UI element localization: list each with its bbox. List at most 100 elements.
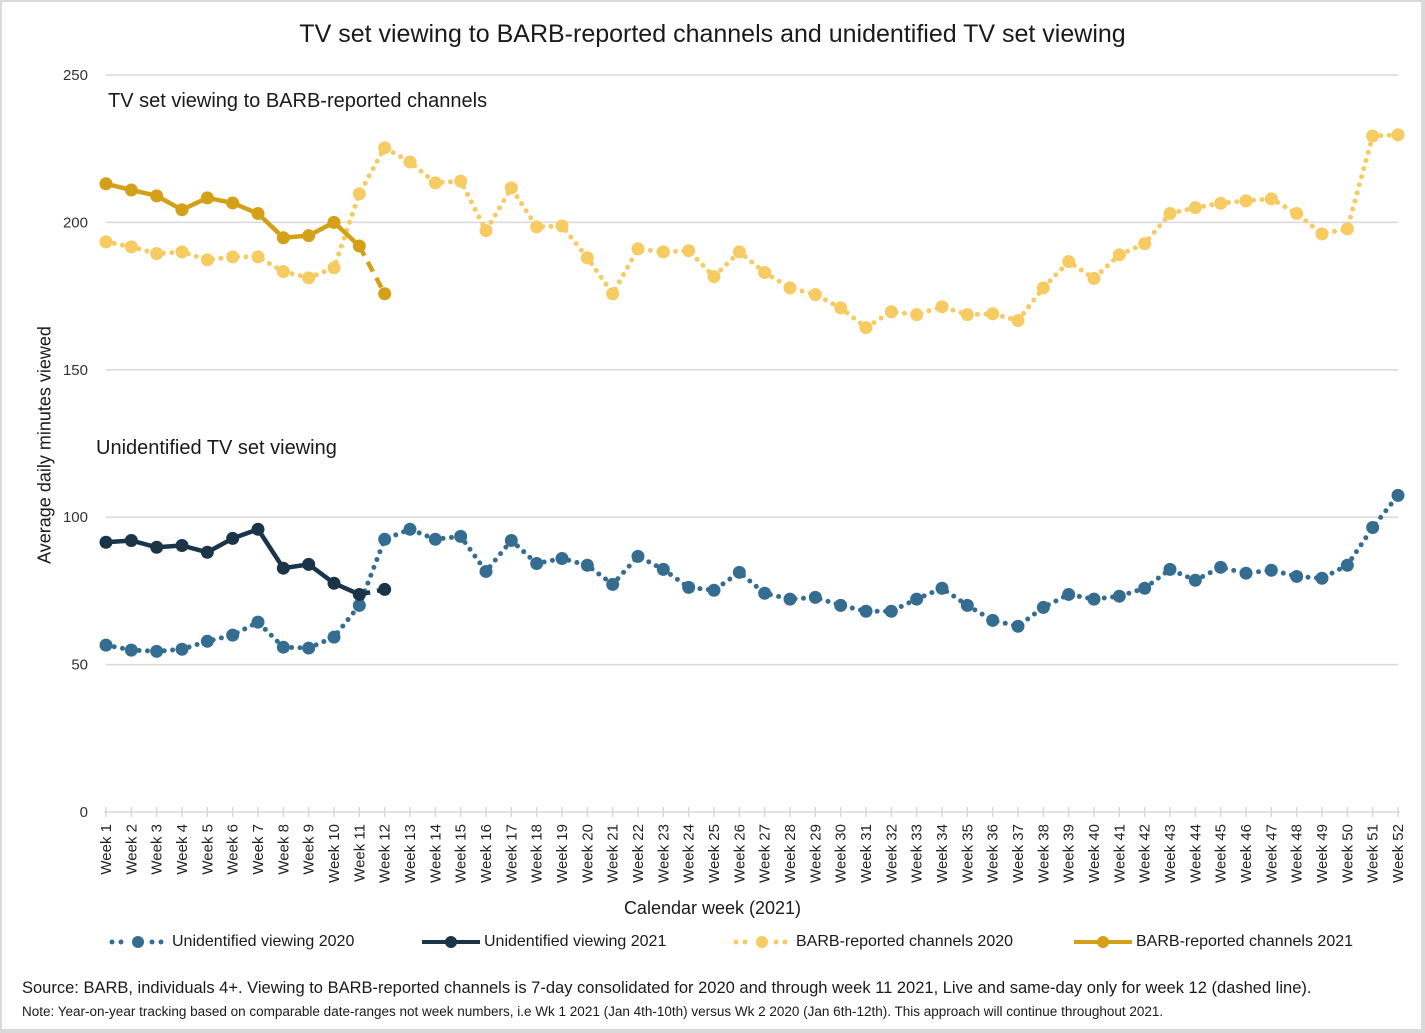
data-point — [150, 540, 164, 554]
data-point — [378, 532, 392, 546]
data-point — [910, 592, 924, 606]
data-point — [276, 265, 290, 279]
data-point — [276, 561, 290, 575]
data-point — [150, 644, 164, 658]
x-tick-label: Week 28 — [782, 824, 799, 883]
x-tick-label: Week 2 — [123, 824, 140, 875]
y-tick-label: 0 — [80, 804, 88, 821]
data-point — [859, 321, 873, 335]
series-barb-reported-channels-2020 — [99, 128, 1405, 335]
x-tick-label: Week 50 — [1339, 824, 1356, 883]
x-tick-label: Week 33 — [909, 824, 926, 883]
x-tick-label: Week 30 — [833, 824, 850, 883]
y-tick-labels: 0 50 100 150 200 250 — [63, 67, 88, 821]
data-point — [555, 219, 569, 233]
data-point — [150, 247, 164, 261]
legend-item-barb-2020[interactable]: BARB-reported channels 2020 — [730, 932, 1013, 952]
series-line-dashed — [357, 244, 387, 295]
data-point — [428, 532, 442, 546]
data-point — [1138, 581, 1152, 595]
data-point — [175, 203, 189, 217]
x-tick-label: Week 6 — [225, 824, 242, 875]
x-tick-label: Week 15 — [453, 824, 470, 883]
x-tick-label: Week 26 — [731, 824, 748, 883]
data-point — [302, 557, 316, 571]
data-point — [682, 580, 696, 594]
data-point — [352, 587, 366, 601]
data-point — [251, 207, 265, 221]
data-point — [1138, 237, 1152, 251]
x-tick-label: Week 39 — [1061, 824, 1078, 883]
data-point — [935, 300, 949, 314]
data-point — [732, 565, 746, 579]
data-point — [352, 239, 366, 253]
data-point — [251, 615, 265, 629]
data-point — [226, 196, 240, 210]
x-tick-label: Week 22 — [630, 824, 647, 883]
legend-item-unidentified-2020[interactable]: Unidentified viewing 2020 — [106, 932, 354, 952]
data-point — [631, 549, 645, 563]
series-unidentified-viewing-2021 — [99, 522, 392, 601]
data-point — [732, 245, 746, 259]
x-axis — [104, 807, 1400, 817]
data-point — [124, 240, 138, 254]
x-tick-label: Week 46 — [1238, 824, 1255, 883]
x-tick-label: Week 14 — [427, 824, 444, 883]
x-tick-label: Week 31 — [858, 824, 875, 883]
x-tick-label: Week 25 — [706, 824, 723, 883]
legend-item-barb-2021[interactable]: BARB-reported channels 2021 — [1072, 932, 1353, 952]
data-point — [631, 242, 645, 256]
data-point — [1062, 255, 1076, 269]
legend-label: BARB-reported channels 2020 — [796, 933, 1014, 950]
x-tick-label: Week 16 — [478, 824, 495, 883]
legend-item-unidentified-2021[interactable]: Unidentified viewing 2021 — [420, 932, 666, 952]
data-point — [1036, 600, 1050, 614]
x-tick-label: Week 5 — [199, 824, 216, 875]
series-layer — [99, 128, 1405, 658]
data-point — [707, 270, 721, 284]
data-point — [783, 281, 797, 295]
data-point — [403, 522, 417, 536]
data-point — [808, 288, 822, 302]
data-point — [226, 531, 240, 545]
x-tick-label: Week 11 — [351, 824, 368, 882]
data-point — [1188, 573, 1202, 587]
data-point — [1391, 128, 1405, 142]
gridlines — [106, 74, 1398, 666]
data-point — [99, 235, 113, 249]
x-tick-label: Week 27 — [757, 824, 774, 883]
data-point — [834, 301, 848, 315]
x-tick-label: Week 4 — [174, 824, 191, 875]
x-tick-label: Week 43 — [1162, 824, 1179, 883]
data-point — [378, 141, 392, 155]
series-line — [103, 132, 1401, 331]
data-point — [1188, 201, 1202, 215]
x-tick-label: Week 13 — [402, 824, 419, 883]
data-point — [1036, 281, 1050, 295]
data-point — [1290, 207, 1304, 221]
y-tick-label: 150 — [63, 362, 88, 379]
data-point — [403, 155, 417, 169]
data-point — [884, 305, 898, 319]
x-tick-label: Week 44 — [1187, 824, 1204, 883]
data-point — [1163, 207, 1177, 221]
x-tick-label: Week 35 — [959, 824, 976, 883]
data-point — [327, 215, 341, 229]
y-tick-label: 100 — [63, 509, 88, 526]
data-point — [124, 643, 138, 657]
data-point — [479, 564, 493, 578]
x-tick-label: Week 17 — [503, 824, 520, 883]
x-tick-label: Week 41 — [1111, 824, 1128, 883]
legend-label: BARB-reported channels 2021 — [1136, 933, 1354, 950]
data-point — [327, 630, 341, 644]
data-point — [960, 598, 974, 612]
data-point — [1391, 488, 1405, 502]
plot-area: 0 50 100 150 200 250 Week 1 Week 2 Week 3 Week 4… — [63, 67, 1407, 883]
data-point — [910, 308, 924, 322]
data-point — [175, 539, 189, 553]
data-point — [302, 229, 316, 243]
data-point — [1062, 587, 1076, 601]
data-point — [1087, 592, 1101, 606]
data-point — [99, 535, 113, 549]
y-tick-label: 50 — [71, 657, 88, 674]
